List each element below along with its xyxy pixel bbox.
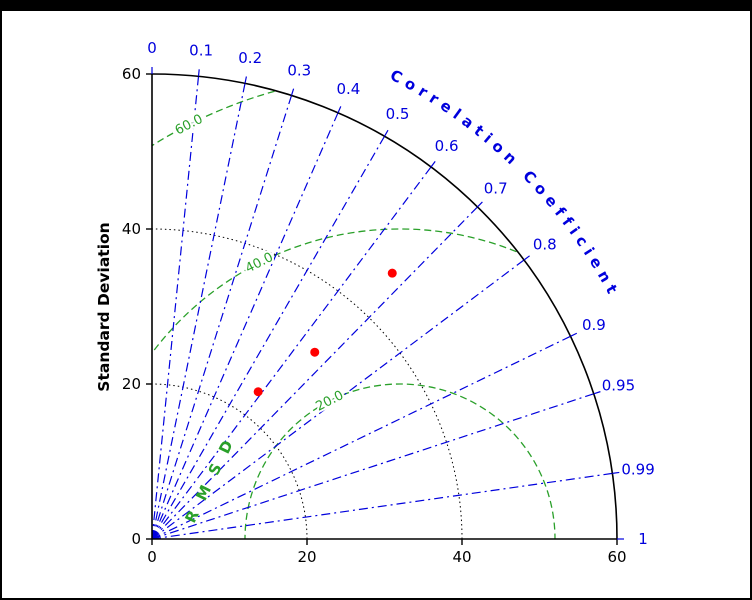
- window-top-bar: [2, 2, 750, 11]
- svg-text:0.6: 0.6: [435, 137, 459, 155]
- svg-text:0.99: 0.99: [621, 461, 654, 479]
- svg-text:60.0: 60.0: [173, 112, 206, 139]
- svg-text:40: 40: [452, 548, 471, 566]
- svg-text:40: 40: [122, 220, 141, 238]
- svg-text:0.8: 0.8: [533, 235, 557, 253]
- rmsd-circles: [152, 74, 617, 539]
- svg-text:20: 20: [297, 548, 316, 566]
- svg-text:0: 0: [147, 39, 157, 57]
- correlation-lines: [151, 76, 613, 540]
- svg-text:0.95: 0.95: [602, 377, 635, 395]
- rmsd-circle-labels: 20.0 40.0 60.0: [171, 110, 348, 417]
- svg-text:0.5: 0.5: [386, 105, 410, 123]
- svg-text:0.2: 0.2: [238, 49, 262, 67]
- axis-tick-labels: 00 20 20 40 40 60 60: [122, 65, 627, 566]
- svg-text:60: 60: [607, 548, 626, 566]
- std-arcs: [151, 228, 463, 540]
- axes: [151, 73, 618, 540]
- svg-text:0.7: 0.7: [484, 179, 508, 197]
- correlation-tick-labels: 0 0.1 0.2 0.3 0.4 0.5 0.6 0.7 0.8 0.9 0.95 0.99 1: [147, 39, 655, 548]
- svg-text:0: 0: [131, 530, 141, 548]
- data-point: [310, 347, 320, 357]
- data-points: [253, 268, 397, 397]
- svg-text:40.0: 40.0: [243, 250, 276, 277]
- svg-text:0.1: 0.1: [189, 41, 213, 59]
- y-axis-label: Standard Deviation: [95, 222, 113, 391]
- data-point: [253, 387, 263, 397]
- svg-text:1: 1: [638, 530, 648, 548]
- svg-text:0.4: 0.4: [336, 80, 360, 98]
- svg-text:20: 20: [122, 375, 141, 393]
- svg-text:0.9: 0.9: [582, 316, 606, 334]
- svg-text:0.3: 0.3: [287, 62, 311, 80]
- svg-text:0: 0: [147, 548, 157, 566]
- data-point: [387, 268, 397, 278]
- svg-text:60: 60: [122, 65, 141, 83]
- svg-text:20.0: 20.0: [314, 388, 347, 415]
